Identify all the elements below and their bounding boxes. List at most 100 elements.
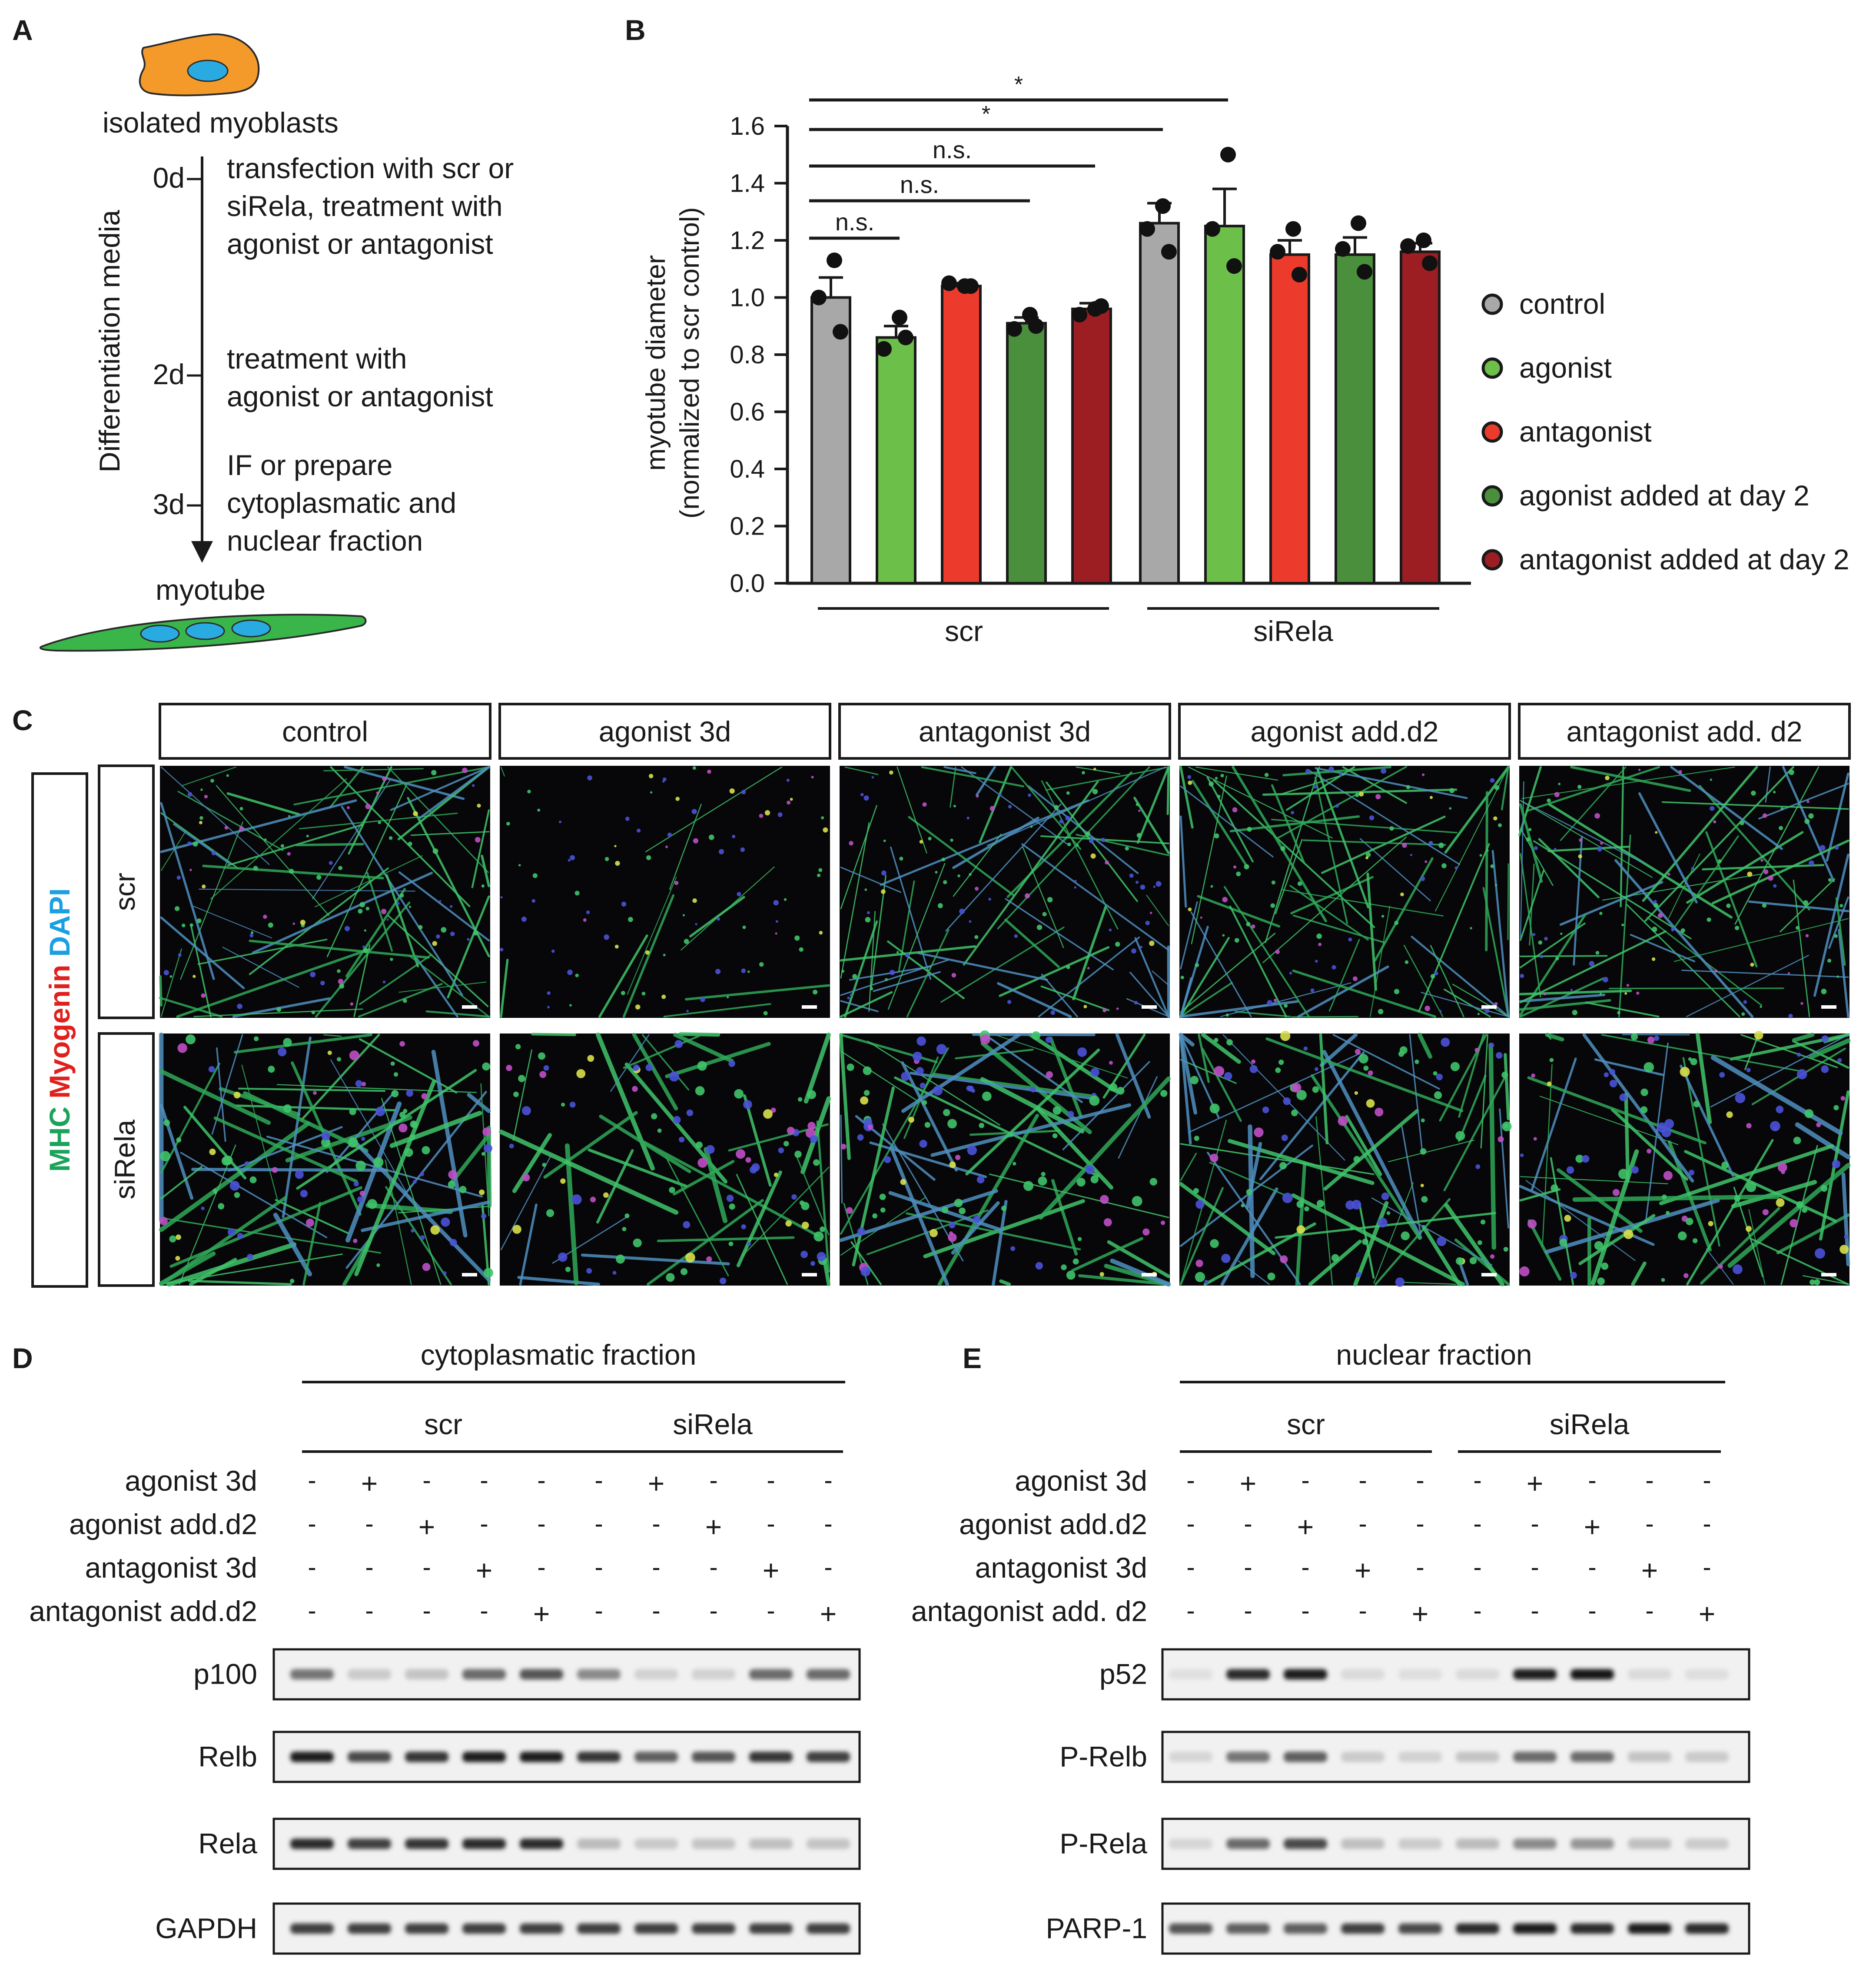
treatment-mark: - bbox=[1244, 1553, 1252, 1582]
cell-nucleus bbox=[1009, 1133, 1014, 1137]
cell-nucleus bbox=[263, 914, 267, 919]
treatment-mark: - bbox=[652, 1510, 660, 1538]
cell-nucleus bbox=[1680, 871, 1683, 874]
myotube-fiber bbox=[1686, 1139, 1774, 1286]
cell-nucleus bbox=[1074, 880, 1077, 883]
blot-band bbox=[692, 1751, 735, 1762]
cell-nucleus bbox=[1153, 885, 1155, 888]
myotube-fiber bbox=[1232, 766, 1327, 922]
cell-nucleus bbox=[254, 1036, 259, 1041]
blot-band bbox=[405, 1923, 448, 1934]
cell-nucleus bbox=[226, 774, 229, 777]
cell-nucleus bbox=[1204, 1279, 1209, 1284]
cell-nucleus bbox=[1335, 804, 1339, 808]
legend-label: control bbox=[1519, 288, 1605, 320]
cell-nucleus bbox=[971, 1089, 976, 1093]
treatment-mark: - bbox=[1588, 1597, 1596, 1625]
cell-nucleus bbox=[1304, 1206, 1309, 1212]
step-3d-line-3: nuclear fraction bbox=[227, 525, 423, 557]
myotube-fiber bbox=[1180, 785, 1274, 857]
cell-nucleus bbox=[1066, 791, 1070, 795]
myotube-fiber bbox=[1179, 815, 1187, 908]
myotube-fiber bbox=[1321, 815, 1446, 874]
cell-nucleus bbox=[1246, 1189, 1252, 1195]
myotube-fiber bbox=[1638, 792, 1698, 904]
cell-nucleus bbox=[1657, 913, 1663, 918]
myotube-fiber bbox=[1370, 905, 1391, 1017]
cell-nucleus bbox=[695, 1141, 703, 1149]
myotube-fiber bbox=[1062, 1061, 1150, 1150]
cell-nucleus bbox=[289, 869, 294, 874]
blot-band bbox=[520, 1751, 563, 1762]
myotube-fiber bbox=[249, 940, 430, 959]
cell-nucleus bbox=[718, 849, 724, 854]
myotube-fiber bbox=[1229, 905, 1287, 1018]
cell-nucleus bbox=[728, 1241, 734, 1246]
myotube-fiber bbox=[1626, 904, 1740, 1017]
cell-nucleus bbox=[253, 866, 258, 871]
myotube-fiber bbox=[1371, 1197, 1493, 1266]
cell-nucleus bbox=[1815, 1248, 1826, 1259]
cell-nucleus bbox=[1644, 1062, 1654, 1073]
cell-nucleus bbox=[633, 1238, 642, 1247]
myotube-fiber bbox=[1782, 766, 1835, 882]
cell-nucleus bbox=[574, 891, 580, 896]
cell-nucleus bbox=[1840, 1096, 1846, 1101]
myotube-fiber bbox=[1206, 776, 1254, 863]
cell-nucleus bbox=[521, 1106, 531, 1116]
cell-nucleus bbox=[221, 1156, 231, 1166]
myotube-fiber bbox=[1538, 838, 1600, 898]
myotube-fiber bbox=[179, 1144, 236, 1285]
cell-nucleus bbox=[1421, 1118, 1425, 1123]
myotube-fiber bbox=[1180, 901, 1198, 970]
cell-nucleus bbox=[1450, 1062, 1460, 1071]
cell-nucleus bbox=[1149, 1178, 1158, 1186]
blot-band bbox=[348, 1923, 391, 1934]
cell-nucleus bbox=[1190, 1076, 1199, 1084]
myotube-fiber bbox=[1430, 945, 1464, 1017]
cell-nucleus bbox=[362, 945, 365, 948]
cell-nucleus bbox=[1746, 1182, 1756, 1192]
cell-nucleus bbox=[441, 927, 447, 933]
treatment-mark: + bbox=[1355, 1554, 1371, 1586]
cell-nucleus bbox=[612, 1271, 617, 1275]
myotube-fiber bbox=[643, 1140, 819, 1237]
data-point bbox=[963, 278, 979, 294]
cell-nucleus bbox=[889, 970, 895, 975]
myotube-fiber bbox=[500, 1155, 551, 1250]
cell-nucleus bbox=[1052, 1133, 1058, 1139]
cell-nucleus bbox=[1688, 1170, 1694, 1176]
myotube-fiber bbox=[500, 766, 505, 777]
cell-nucleus bbox=[382, 776, 387, 781]
blot-band bbox=[290, 1923, 334, 1934]
cell-nucleus bbox=[575, 974, 579, 977]
cell-nucleus bbox=[863, 795, 869, 801]
cell-nucleus bbox=[937, 903, 943, 908]
myotube-fiber bbox=[673, 1160, 735, 1196]
cell-nucleus bbox=[1501, 1071, 1508, 1078]
myotube-fiber bbox=[840, 1050, 920, 1103]
blot-band bbox=[405, 1751, 448, 1762]
cell-nucleus bbox=[673, 1116, 681, 1124]
micrograph-background bbox=[840, 766, 1170, 1018]
cell-nucleus bbox=[1475, 1164, 1481, 1169]
blot-band bbox=[1398, 1669, 1442, 1680]
cell-nucleus bbox=[390, 957, 393, 961]
myotube-fiber bbox=[1248, 1124, 1255, 1278]
myotube-fiber bbox=[870, 875, 887, 990]
cell-nucleus bbox=[1579, 838, 1582, 842]
cell-nucleus bbox=[1796, 1201, 1804, 1209]
cell-nucleus bbox=[1066, 965, 1070, 969]
myotube-fiber bbox=[986, 766, 1166, 846]
cell-nucleus bbox=[669, 1186, 675, 1193]
myotube-label: myotube bbox=[156, 574, 266, 606]
cell-nucleus bbox=[1102, 1008, 1107, 1013]
data-point bbox=[811, 289, 827, 306]
cell-nucleus bbox=[1369, 815, 1375, 821]
micrograph-tile bbox=[159, 1032, 494, 1287]
cell-nucleus bbox=[338, 979, 344, 984]
cell-nucleus bbox=[1047, 897, 1053, 903]
treatment-mark: - bbox=[1645, 1466, 1654, 1495]
cell-nucleus bbox=[1789, 769, 1794, 775]
